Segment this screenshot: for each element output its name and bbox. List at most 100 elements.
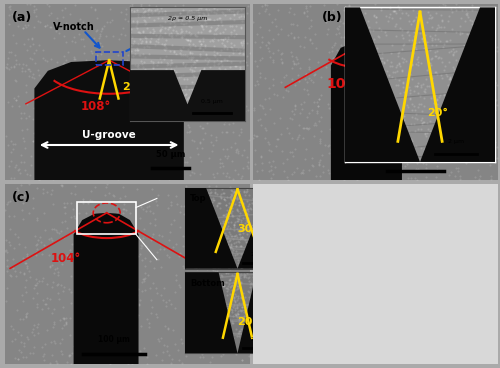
Point <box>355 138 363 144</box>
Point <box>97 245 105 251</box>
Point <box>226 12 234 18</box>
Point <box>18 292 26 298</box>
Point <box>235 326 243 332</box>
Point <box>30 50 38 56</box>
Point <box>328 7 336 13</box>
Point <box>438 155 446 160</box>
Point <box>216 283 224 289</box>
Point <box>176 31 184 37</box>
Point <box>228 68 236 74</box>
Point <box>26 274 34 280</box>
Point <box>224 7 232 13</box>
Point <box>450 117 458 123</box>
Point <box>246 333 254 339</box>
Point <box>12 162 20 168</box>
Point <box>256 275 264 281</box>
Point <box>192 33 200 39</box>
Point <box>68 241 76 247</box>
Point <box>265 224 273 230</box>
Point <box>212 301 220 307</box>
Point <box>236 188 244 194</box>
Point <box>182 225 190 231</box>
Point <box>315 118 323 124</box>
Point <box>432 27 440 33</box>
Point <box>238 227 246 233</box>
Point <box>427 72 435 78</box>
Point <box>79 102 87 108</box>
Point <box>199 354 207 360</box>
Point <box>218 190 226 195</box>
Point <box>228 159 235 164</box>
Point <box>243 219 251 225</box>
Point <box>248 312 256 318</box>
Point <box>386 94 394 100</box>
Point <box>216 13 224 19</box>
Point <box>486 12 494 18</box>
Point <box>480 116 488 121</box>
Point <box>234 293 242 299</box>
Point <box>283 309 291 315</box>
Point <box>56 71 64 77</box>
Point <box>422 33 430 39</box>
Point <box>126 210 134 216</box>
Point <box>119 352 127 358</box>
Point <box>19 216 27 222</box>
Point <box>397 163 405 169</box>
Point <box>480 90 488 96</box>
Point <box>390 169 398 175</box>
Point <box>138 206 146 212</box>
Point <box>284 219 292 225</box>
Point <box>200 11 207 17</box>
Point <box>176 97 184 103</box>
Point <box>200 117 208 123</box>
Point <box>234 171 242 177</box>
Point <box>78 334 86 340</box>
Point <box>282 277 290 283</box>
Point <box>262 226 270 231</box>
Point <box>286 149 294 155</box>
Point <box>260 289 268 295</box>
Point <box>145 14 153 20</box>
Point <box>200 83 207 89</box>
Point <box>178 233 186 238</box>
Point <box>42 227 50 233</box>
Point <box>486 96 494 102</box>
Point <box>332 57 340 63</box>
Point <box>276 327 284 333</box>
Point <box>410 103 418 109</box>
Point <box>47 235 55 241</box>
Point <box>192 188 200 194</box>
Point <box>412 46 420 52</box>
Point <box>225 338 233 344</box>
Point <box>223 88 231 93</box>
Point <box>282 72 290 78</box>
Point <box>103 269 111 275</box>
Point <box>73 23 81 29</box>
Point <box>89 115 97 121</box>
Point <box>329 79 337 85</box>
Point <box>228 264 236 270</box>
Point <box>444 18 452 24</box>
Point <box>391 53 399 59</box>
Point <box>200 136 207 142</box>
Point <box>194 234 202 240</box>
Point <box>22 260 30 266</box>
Point <box>354 133 362 139</box>
Point <box>41 82 49 88</box>
Point <box>30 60 38 66</box>
Point <box>274 324 282 330</box>
Point <box>138 245 145 251</box>
Point <box>164 24 172 30</box>
Point <box>242 211 250 217</box>
Point <box>242 207 250 213</box>
Point <box>190 240 198 245</box>
Point <box>494 48 500 54</box>
Point <box>158 155 166 160</box>
Point <box>424 94 432 100</box>
Point <box>270 195 278 201</box>
Point <box>224 264 232 270</box>
Point <box>268 175 276 181</box>
Point <box>444 76 452 82</box>
Point <box>112 164 120 170</box>
Point <box>334 60 342 66</box>
